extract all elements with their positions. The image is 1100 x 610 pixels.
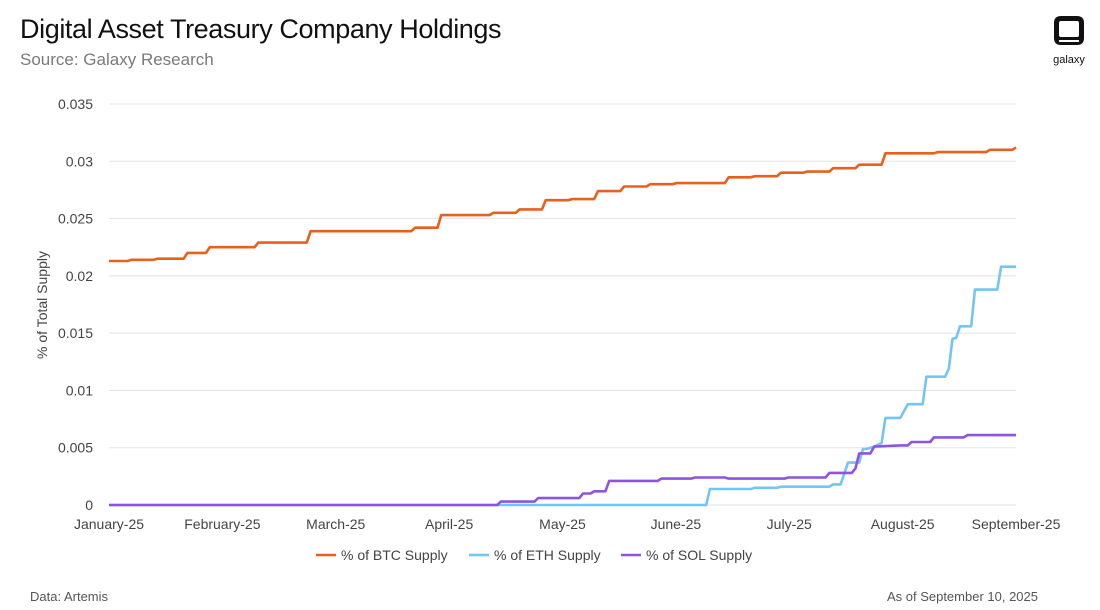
chart-subtitle: Source: Galaxy Research (20, 50, 214, 69)
x-tick-label: February-25 (184, 516, 260, 532)
y-tick-label: 0.03 (66, 153, 93, 169)
data-source-note: Data: Artemis (30, 589, 109, 604)
legend-item-label: % of SOL Supply (646, 547, 752, 563)
x-tick-label: July-25 (767, 516, 812, 532)
series-line-of-btc-supply (109, 146, 1017, 263)
x-tick-label: September-25 (972, 516, 1061, 532)
series-line-of-eth-supply (109, 265, 1016, 507)
legend-item-label: % of ETH Supply (494, 547, 601, 563)
y-tick-label: 0.01 (66, 382, 93, 398)
galaxy-logo-icon (1054, 16, 1084, 45)
y-axis-label: % of Total Supply (34, 251, 50, 359)
y-tick-label: 0.015 (58, 325, 93, 341)
line-chart: 0 0.005 0.01 0.015 0.02 0.025 0.03 0.035 January… (34, 96, 1061, 563)
series-line-of-sol-supply (109, 433, 1016, 507)
as-of-date: As of September 10, 2025 (886, 589, 1038, 604)
y-tick-label: 0.005 (58, 440, 93, 456)
x-tick-label: August-25 (871, 516, 935, 532)
x-tick-label: June-25 (651, 516, 702, 532)
x-tick-label: May-25 (539, 516, 586, 532)
x-tick-label: January-25 (74, 516, 144, 532)
y-tick-label: 0.02 (66, 268, 93, 284)
chart-title: Digital Asset Treasury Company Holdings (20, 14, 502, 44)
galaxy-logo-text: galaxy (1053, 54, 1085, 66)
x-tick-label: March-25 (306, 516, 365, 532)
legend-item-label: % of BTC Supply (341, 547, 448, 563)
galaxy-logo: galaxy (1046, 14, 1092, 66)
x-tick-label: April-25 (425, 516, 473, 532)
y-tick-label: 0.025 (58, 211, 93, 227)
y-tick-label: 0 (85, 497, 93, 513)
y-tick-label: 0.035 (58, 96, 93, 112)
